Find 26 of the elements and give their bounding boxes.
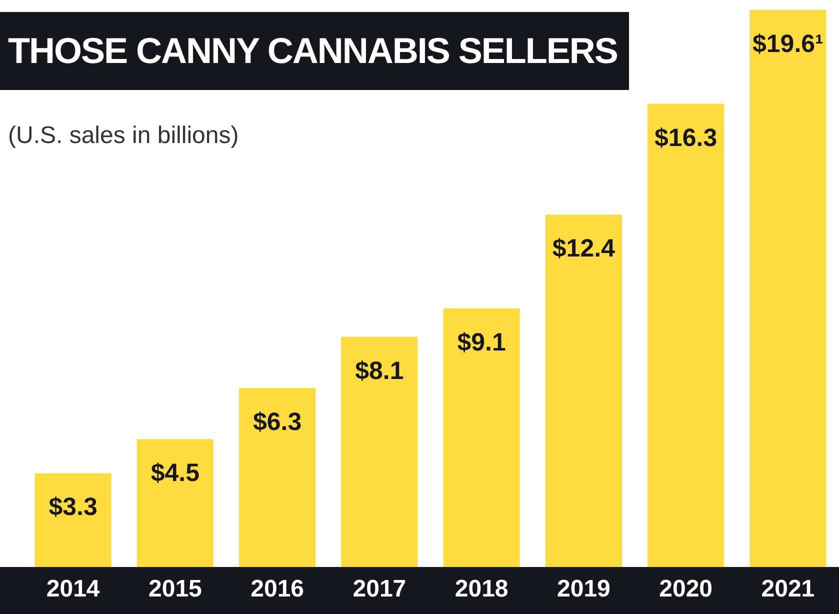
data-label: $9.1: [457, 328, 506, 356]
bar: [648, 104, 724, 567]
data-label: $3.3: [48, 493, 98, 522]
x-tick-label: 2021: [761, 576, 815, 602]
x-tick-label: 2014: [46, 576, 100, 602]
x-tick-label: 2015: [148, 576, 202, 602]
bar: [443, 308, 520, 567]
bar: [34, 473, 112, 567]
data-label: $16.3: [654, 124, 718, 152]
x-tick-label: 2018: [454, 576, 508, 602]
data-label: $6.3: [252, 408, 302, 436]
text: (U.S. sales in billions): [8, 122, 239, 150]
data-label: $8.1: [355, 356, 404, 385]
text: THOSE CANNY CANNABIS SELLERS: [0, 12, 630, 90]
x-tick-label: 2017: [352, 576, 406, 602]
data-label: $12.4: [552, 234, 616, 263]
bar: [136, 439, 214, 567]
x-tick-label: 2016: [250, 576, 304, 602]
bar: [239, 388, 316, 567]
bar: [545, 214, 622, 567]
x-tick-label: 2020: [659, 576, 713, 602]
bar: [750, 10, 826, 567]
data-label: $4.5: [150, 459, 200, 488]
bar: [341, 336, 418, 567]
x-tick-label: 2019: [556, 576, 610, 602]
data-label: $19.6¹: [752, 30, 824, 58]
